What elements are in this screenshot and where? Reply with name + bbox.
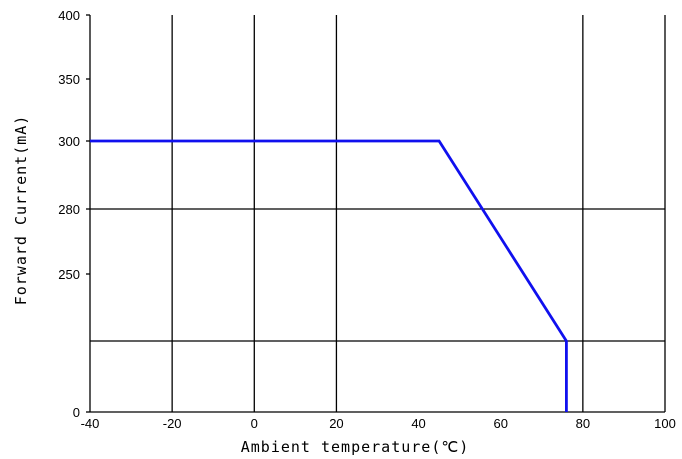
y-tick-label: 350 bbox=[58, 72, 80, 87]
x-tick-label: -20 bbox=[163, 416, 182, 431]
y-tick-label: 250 bbox=[58, 267, 80, 282]
y-tick-labels: 0 250 280 300 350 400 bbox=[58, 8, 80, 420]
x-tick-label: -40 bbox=[81, 416, 100, 431]
y-tick-label: 280 bbox=[58, 202, 80, 217]
x-tick-label: 100 bbox=[654, 416, 676, 431]
x-tick-label: 40 bbox=[411, 416, 425, 431]
y-tick-label: 0 bbox=[73, 405, 80, 420]
y-axis-title: Forward Current(mA) bbox=[12, 115, 30, 306]
y-tick-label: 400 bbox=[58, 8, 80, 23]
x-tick-label: 80 bbox=[576, 416, 590, 431]
x-tick-label: 20 bbox=[329, 416, 343, 431]
y-tick-label: 300 bbox=[58, 134, 80, 149]
series-line bbox=[90, 139, 568, 412]
x-tick-label: 0 bbox=[251, 416, 258, 431]
x-axis-title: Ambient temperature(℃) bbox=[241, 438, 470, 456]
grid-lines bbox=[86, 14, 666, 413]
x-tick-labels: -40 -20 0 20 40 60 80 100 bbox=[81, 416, 676, 431]
series-layer bbox=[90, 139, 568, 412]
x-tick-label: 60 bbox=[493, 416, 507, 431]
